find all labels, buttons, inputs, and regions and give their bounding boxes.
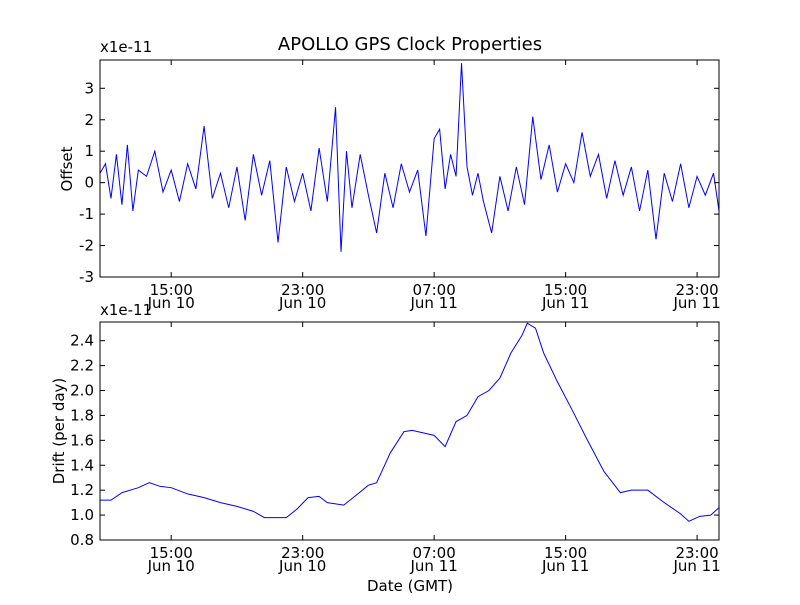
drift-xtick-date-label: Jun 11: [410, 557, 458, 575]
drift-multiplier-label: x1e-11: [100, 301, 152, 319]
drift-xtick-time-label: 23:00: [675, 544, 718, 562]
offset-series-line: [100, 63, 719, 252]
drift-ytick-label: 1.0: [70, 506, 94, 524]
drift-xtick-date-label: Jun 11: [672, 557, 720, 575]
offset-xtick-date-label: Jun 11: [541, 294, 589, 312]
offset-xtick-date-label: Jun 11: [410, 294, 458, 312]
offset-xtick-time-label: 07:00: [413, 281, 456, 299]
offset-xtick-time-label: 23:00: [675, 281, 718, 299]
offset-xtick-time-label: 23:00: [281, 281, 324, 299]
drift-ytick-label: 2.4: [70, 332, 94, 350]
drift-ytick-label: 1.8: [70, 406, 94, 424]
offset-xtick-time-label: 15:00: [150, 281, 193, 299]
offset-axes-frame: [99, 59, 720, 278]
offset-ytick-label: -3: [79, 268, 94, 286]
drift-xtick-time-label: 15:00: [150, 544, 193, 562]
drift-axes-frame: [99, 321, 720, 541]
offset-xtick-date-label: Jun 10: [147, 294, 195, 312]
drift-xtick-time-label: 23:00: [281, 544, 324, 562]
offset-ytick-label: -2: [79, 237, 94, 255]
offset-xtick-date-label: Jun 10: [278, 294, 326, 312]
offset-ytick-label: -1: [79, 205, 94, 223]
drift-xtick-date-label: Jun 10: [278, 557, 326, 575]
drift-xtick-date-label: Jun 11: [541, 557, 589, 575]
drift-ytick-label: 2.2: [70, 357, 94, 375]
drift-ytick-label: 0.8: [70, 531, 94, 549]
drift-ytick-label: 1.2: [70, 481, 94, 499]
x-axis-label: Date (GMT): [367, 577, 453, 595]
offset-xtick-time-label: 15:00: [544, 281, 587, 299]
drift-xtick-date-label: Jun 10: [147, 557, 195, 575]
offset-ytick-label: 0: [84, 174, 94, 192]
chart-title: APOLLO GPS Clock Properties: [278, 34, 542, 55]
offset-y-axis-label: Offset: [58, 146, 76, 191]
drift-panel: x1e-11 Drift (per day) 0.8 1.0 1.2 1.4 1.6 1.…: [50, 301, 721, 575]
drift-xtick-time-label: 07:00: [413, 544, 456, 562]
drift-ytick-label: 1.4: [70, 456, 94, 474]
offset-ytick-label: 2: [84, 111, 94, 129]
drift-xtick-time-label: 15:00: [544, 544, 587, 562]
offset-ytick-label: 3: [84, 79, 94, 97]
offset-ytick-label: 1: [84, 142, 94, 160]
offset-multiplier-label: x1e-11: [100, 38, 152, 56]
drift-series-line: [100, 322, 719, 522]
drift-ytick-label: 1.6: [70, 431, 94, 449]
drift-ytick-label: 2.0: [70, 382, 94, 400]
offset-xtick-date-label: Jun 11: [672, 294, 720, 312]
drift-y-axis-label: Drift (per day): [50, 378, 68, 485]
